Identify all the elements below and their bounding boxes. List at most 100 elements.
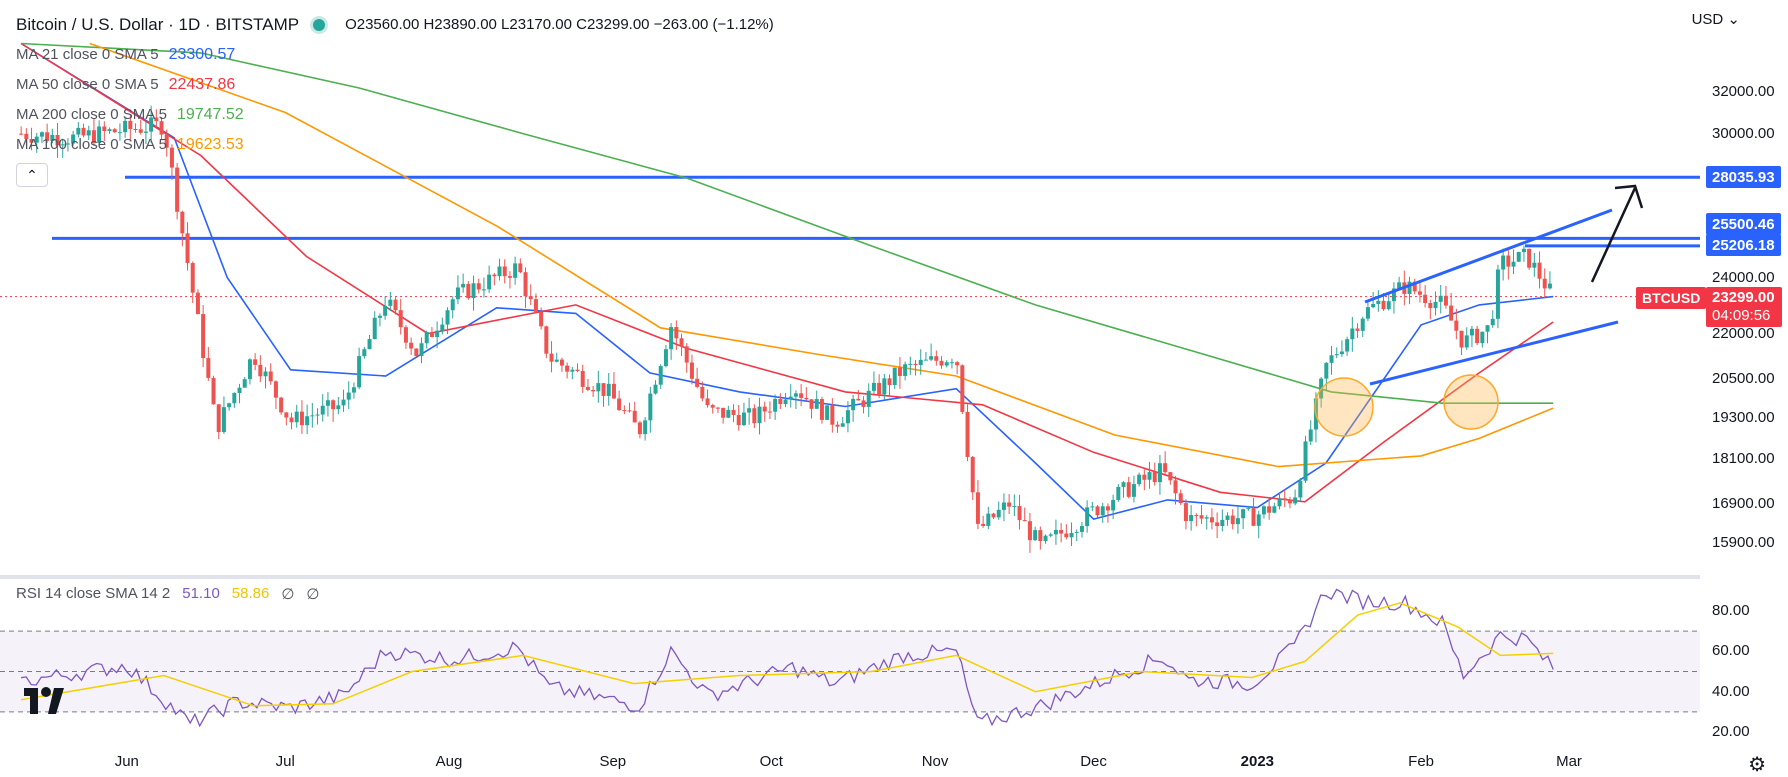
candle-body (934, 356, 939, 361)
candle-body (1480, 331, 1485, 344)
candle-body (247, 359, 252, 380)
candle-body (325, 400, 330, 406)
candle (216, 404, 221, 439)
indicator-ma50[interactable]: MA 50 close 0 SMA 5 22437.86 (16, 70, 774, 100)
candle (622, 405, 627, 415)
level-tag-28035: 28035.93 (1706, 166, 1781, 188)
candle-body (143, 131, 148, 133)
candle (1261, 505, 1266, 519)
candle (747, 397, 752, 425)
candle (1532, 253, 1537, 277)
collapse-legend-button[interactable]: ⌃ (16, 163, 48, 187)
candle-body (476, 283, 481, 290)
candle (1469, 325, 1474, 348)
candle (523, 267, 528, 309)
candle (455, 275, 460, 305)
candle (1033, 526, 1038, 541)
candle (944, 360, 949, 368)
candle (1547, 271, 1552, 290)
cross-highlight-circle (1314, 377, 1374, 437)
candle-body (60, 144, 65, 146)
candle-body (76, 127, 81, 135)
candle-body (1220, 519, 1225, 527)
chevron-up-icon: ⌃ (26, 166, 38, 183)
time-axis-tick: Feb (1408, 753, 1435, 770)
candle-body (97, 126, 102, 143)
currency-selector[interactable]: USD ⌄ (1692, 10, 1740, 28)
candle (81, 123, 86, 138)
candle-body (1017, 506, 1022, 521)
candle-body (1163, 463, 1168, 473)
candle-body (1137, 474, 1142, 485)
candle-body (221, 407, 226, 433)
candle-body (310, 415, 315, 417)
candle-body (1246, 508, 1251, 510)
candle (856, 389, 861, 401)
candle-body (346, 392, 351, 400)
rsi-axis-tick: 20.00 (1712, 723, 1750, 740)
candle-body (715, 407, 720, 409)
candle (908, 356, 913, 375)
candle-body (996, 509, 1001, 518)
candle-body (513, 263, 518, 278)
candle (840, 416, 845, 428)
candle (825, 405, 830, 421)
candle-body (1527, 248, 1532, 268)
candle-body (351, 387, 356, 393)
candle-body (1256, 514, 1261, 526)
candle-body (1532, 262, 1537, 268)
candle-body (450, 299, 455, 311)
currency-label: USD (1691, 11, 1724, 28)
candle-body (1501, 255, 1506, 270)
candle-body (1215, 522, 1220, 527)
candle (39, 131, 44, 144)
indicator-ma100[interactable]: MA 100 close 0 SMA 5 19623.53 (16, 130, 774, 160)
candle (1267, 498, 1272, 520)
candle (663, 345, 668, 368)
candle (34, 132, 39, 153)
candle-body (1111, 499, 1116, 511)
candle (357, 347, 362, 390)
candle (1521, 245, 1526, 262)
indicator-ma200[interactable]: MA 200 close 0 SMA 5 19747.52 (16, 100, 774, 130)
candle (1027, 513, 1032, 553)
candle (123, 116, 128, 138)
candle (372, 311, 377, 340)
symbol-title[interactable]: Bitcoin / U.S. Dollar · 1D · BITSTAMP (16, 15, 300, 34)
candle (684, 343, 689, 373)
candle-body (903, 364, 908, 376)
candle-body (565, 365, 570, 372)
candle (1152, 462, 1157, 486)
candle (476, 278, 481, 294)
candle-body (944, 362, 949, 366)
candle (1397, 276, 1402, 290)
candle-body (414, 348, 419, 356)
candle-body (606, 383, 611, 396)
candle-body (279, 397, 284, 413)
candle-body (939, 360, 944, 366)
candle-body (86, 130, 91, 136)
candle-body (1079, 526, 1084, 532)
tradingview-logo-icon[interactable] (20, 682, 76, 722)
candle (461, 273, 466, 293)
candle-body (840, 423, 845, 427)
chart-legend: Bitcoin / U.S. Dollar · 1D · BITSTAMP O2… (16, 10, 774, 160)
candle (50, 128, 55, 144)
candle (258, 355, 263, 383)
candle-body (991, 513, 996, 518)
candle (1459, 330, 1464, 355)
candle (741, 402, 746, 427)
rsi-legend[interactable]: RSI 14 close SMA 14 2 51.10 58.86 ∅ ∅ (16, 585, 320, 603)
candle (112, 128, 117, 133)
gear-icon[interactable]: ⚙ (1748, 754, 1766, 776)
candle (1485, 324, 1490, 344)
indicator-ma21[interactable]: MA 21 close 0 SMA 5 23300.57 (16, 40, 774, 70)
candle (1131, 475, 1136, 503)
candle-body (617, 398, 622, 411)
candle (539, 307, 544, 330)
candle (1537, 251, 1542, 289)
candle-body (1121, 482, 1126, 487)
candle-body (819, 399, 824, 420)
candle (762, 401, 767, 422)
